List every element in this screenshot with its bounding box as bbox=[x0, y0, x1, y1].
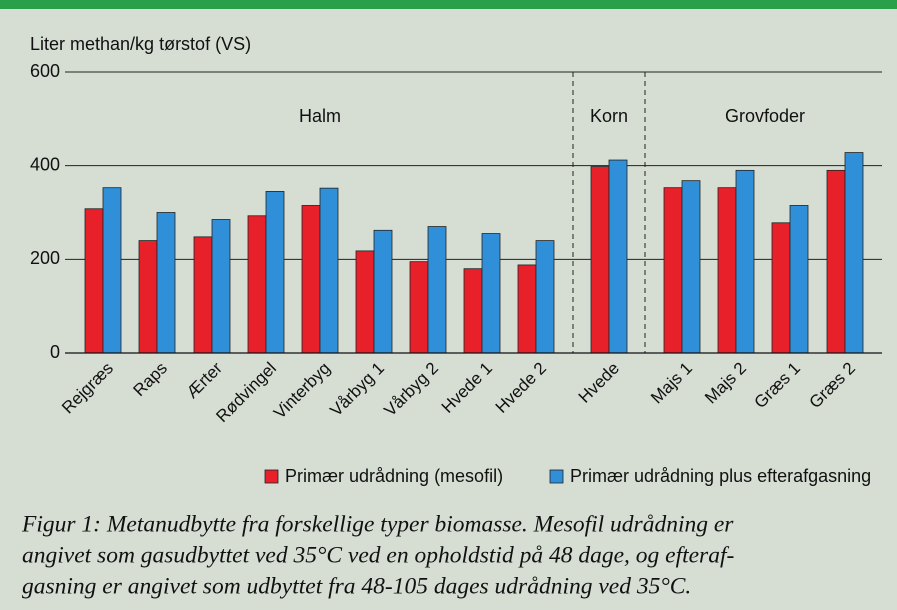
bar bbox=[789, 205, 809, 354]
bar bbox=[193, 236, 213, 354]
y-tick-label: 400 bbox=[30, 154, 60, 174]
bar bbox=[481, 233, 501, 354]
bar bbox=[211, 219, 231, 354]
bar bbox=[590, 166, 610, 354]
bar bbox=[681, 180, 701, 354]
bar bbox=[844, 152, 864, 354]
bar bbox=[535, 240, 555, 354]
bar bbox=[156, 212, 176, 354]
y-tick-label: 0 bbox=[50, 342, 60, 362]
caption: gasning er angivet som udbyttet fra 48-1… bbox=[22, 573, 691, 599]
bar bbox=[427, 226, 447, 354]
bar bbox=[463, 268, 483, 354]
legend-label: Primær udrådning plus efterafgasning bbox=[570, 466, 871, 486]
y-tick-label: 600 bbox=[30, 61, 60, 81]
bar bbox=[735, 169, 755, 354]
legend-swatch bbox=[549, 469, 564, 484]
bar bbox=[409, 261, 429, 354]
bar bbox=[517, 264, 537, 354]
bar bbox=[663, 187, 683, 354]
bar bbox=[84, 208, 104, 354]
legend-label: Primær udrådning (mesofil) bbox=[285, 466, 503, 486]
bar bbox=[355, 250, 375, 354]
group-label: Korn bbox=[590, 106, 628, 126]
bar bbox=[771, 222, 791, 354]
bar bbox=[247, 215, 267, 354]
group-label: Grovfoder bbox=[725, 106, 805, 126]
legend-swatch bbox=[264, 469, 279, 484]
y-tick-label: 200 bbox=[30, 248, 60, 268]
bar bbox=[717, 187, 737, 354]
bar bbox=[373, 229, 393, 354]
top-bar bbox=[0, 0, 897, 9]
bar bbox=[301, 205, 321, 354]
bar bbox=[138, 240, 158, 354]
bar bbox=[319, 187, 339, 354]
caption: Figur 1: Metanudbytte fra forskellige ty… bbox=[21, 511, 734, 537]
bar bbox=[265, 191, 285, 354]
bar bbox=[608, 159, 628, 354]
bar bbox=[102, 187, 122, 354]
bar bbox=[826, 169, 846, 354]
y-axis-label: Liter methan/kg tørstof (VS) bbox=[30, 34, 251, 54]
group-label: Halm bbox=[299, 106, 341, 126]
caption: angivet som gasudbyttet ved 35°C ved en … bbox=[22, 542, 734, 568]
